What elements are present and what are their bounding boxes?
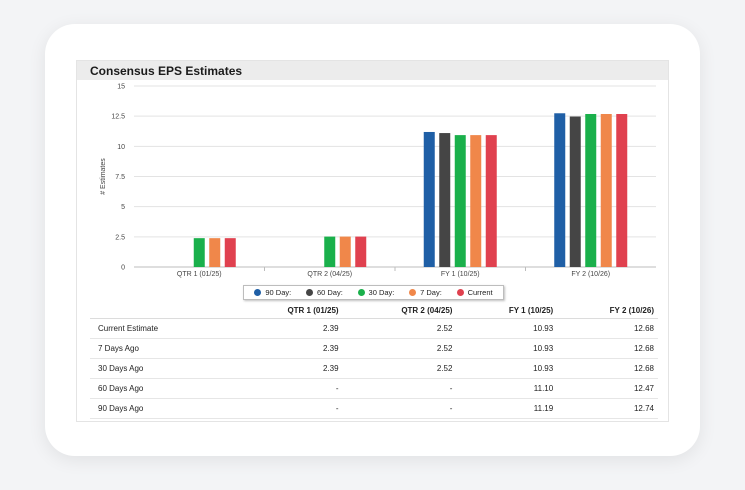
table-header-blank bbox=[90, 302, 229, 319]
y-tick-label: 7.5 bbox=[115, 174, 125, 181]
table-cell: 10.93 bbox=[456, 338, 558, 359]
legend-item[interactable]: 60 Day: bbox=[305, 288, 343, 297]
legend-item[interactable]: Current bbox=[456, 288, 493, 297]
table-header: QTR 2 (04/25) bbox=[342, 302, 457, 319]
table-header: FY 1 (10/25) bbox=[456, 302, 558, 319]
panel-title: Consensus EPS Estimates bbox=[90, 64, 243, 78]
bar bbox=[470, 135, 482, 267]
y-tick-label: 5 bbox=[121, 204, 125, 211]
table-cell: 2.52 bbox=[342, 338, 457, 359]
table-header-row: QTR 1 (01/25) QTR 2 (04/25) FY 1 (10/25)… bbox=[90, 302, 658, 319]
chart-legend: 90 Day: 60 Day: 30 Day: 7 Day: Current bbox=[243, 285, 504, 300]
bar bbox=[324, 236, 336, 267]
table-header: QTR 1 (01/25) bbox=[228, 302, 343, 319]
row-label: 7 Days Ago bbox=[90, 338, 229, 359]
table-cell: 12.68 bbox=[557, 358, 658, 379]
table-cell: 12.74 bbox=[557, 398, 658, 419]
y-tick-label: 2.5 bbox=[115, 234, 125, 241]
x-tick-label: QTR 1 (01/25) bbox=[177, 271, 222, 278]
bar bbox=[600, 113, 612, 268]
legend-item[interactable]: 30 Day: bbox=[357, 288, 395, 297]
legend-item[interactable]: 90 Day: bbox=[254, 288, 291, 297]
bar bbox=[616, 113, 628, 268]
table-cell: 10.93 bbox=[456, 318, 558, 339]
table-cell: 12.68 bbox=[557, 318, 658, 339]
table-row: 30 Days Ago 2.39 2.52 10.93 12.68 bbox=[90, 358, 658, 379]
table-cell: 2.52 bbox=[342, 318, 457, 339]
table-cell: - bbox=[342, 398, 457, 419]
bar bbox=[439, 133, 451, 267]
bar bbox=[454, 135, 466, 267]
legend-swatch bbox=[456, 289, 464, 296]
table-cell: 12.68 bbox=[557, 338, 658, 359]
row-label: 90 Days Ago bbox=[90, 398, 229, 419]
bar bbox=[224, 238, 236, 267]
table-cell: - bbox=[228, 398, 343, 419]
table-cell: 2.39 bbox=[228, 318, 343, 339]
legend-label: Current bbox=[467, 288, 493, 297]
legend-label: 90 Day: bbox=[265, 288, 292, 297]
legend-swatch bbox=[409, 289, 417, 296]
bar bbox=[209, 238, 221, 267]
table-header: FY 2 (10/26) bbox=[557, 302, 658, 319]
table-cell: 2.52 bbox=[342, 358, 457, 379]
bar bbox=[585, 113, 597, 268]
y-tick-label: 0 bbox=[121, 265, 125, 272]
y-tick-label: 15 bbox=[117, 84, 125, 91]
y-axis-label: # Estimates bbox=[100, 158, 107, 195]
y-tick-label: 12.5 bbox=[111, 114, 125, 121]
legend-swatch bbox=[357, 289, 365, 296]
legend-label: 7 Day: bbox=[420, 288, 442, 297]
table-cell: 10.93 bbox=[456, 358, 558, 379]
table-cell: - bbox=[342, 378, 457, 399]
bar bbox=[569, 116, 581, 268]
row-label: 30 Days Ago bbox=[90, 358, 229, 379]
table-cell: - bbox=[228, 378, 343, 399]
x-tick-label: FY 2 (10/26) bbox=[571, 271, 610, 278]
bar bbox=[355, 236, 367, 267]
x-tick-label: FY 1 (10/25) bbox=[441, 271, 480, 278]
table-cell: 11.10 bbox=[456, 378, 558, 399]
bar bbox=[485, 135, 497, 267]
table-row: 60 Days Ago - - 11.10 12.47 bbox=[90, 378, 658, 399]
bar bbox=[554, 113, 566, 268]
table-cell: 2.39 bbox=[228, 358, 343, 379]
legend-label: 60 Day: bbox=[316, 288, 343, 297]
legend-swatch bbox=[254, 289, 262, 296]
table-cell: 12.47 bbox=[557, 378, 658, 399]
table-cell: 2.39 bbox=[228, 338, 343, 359]
x-tick-label: QTR 2 (04/25) bbox=[307, 271, 352, 278]
table-row: 7 Days Ago 2.39 2.52 10.93 12.68 bbox=[90, 338, 658, 359]
estimates-table: QTR 1 (01/25) QTR 2 (04/25) FY 1 (10/25)… bbox=[90, 302, 658, 419]
table-cell: 11.19 bbox=[456, 398, 558, 419]
y-tick-label: 10 bbox=[117, 144, 125, 151]
table-row: Current Estimate 2.39 2.52 10.93 12.68 bbox=[90, 318, 658, 339]
table-row: 90 Days Ago - - 11.19 12.74 bbox=[90, 398, 658, 419]
bar bbox=[423, 131, 435, 267]
bar bbox=[339, 236, 351, 267]
row-label: 60 Days Ago bbox=[90, 378, 229, 399]
legend-label: 30 Day: bbox=[368, 288, 395, 297]
row-label: Current Estimate bbox=[90, 318, 229, 339]
legend-swatch bbox=[305, 289, 313, 296]
legend-item[interactable]: 7 Day: bbox=[409, 288, 442, 297]
panel-header: Consensus EPS Estimates bbox=[77, 61, 668, 80]
bar bbox=[193, 238, 205, 267]
